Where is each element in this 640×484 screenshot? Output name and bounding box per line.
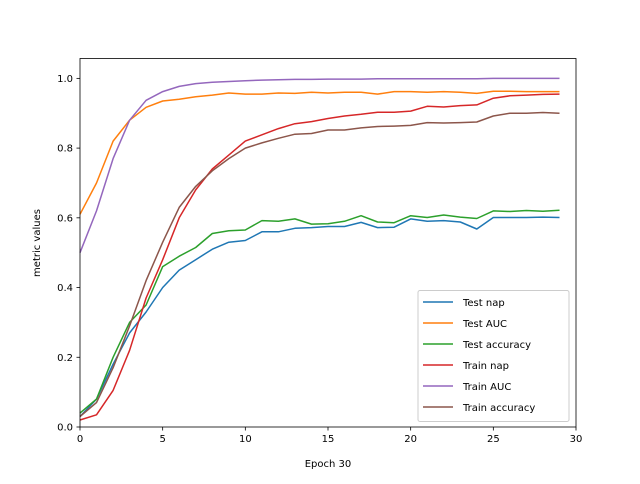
series-line-test-nap [79,216,560,418]
legend-box [417,290,570,422]
legend-label: Test nap [462,298,505,309]
series-line-test-accuracy [79,209,560,414]
x-tick-label: 25 [487,434,500,445]
x-tick-label: 0 [77,434,83,445]
y-tick-label: 0.2 [57,353,73,364]
legend-label: Test AUC [462,319,507,330]
x-tick-label: 30 [570,434,583,445]
y-tick-label: 0.8 [57,144,73,155]
x-tick-label: 20 [404,434,417,445]
legend-label: Train AUC [462,382,511,393]
y-tick-label: 0.4 [57,283,73,294]
x-axis-label: Epoch 30 [305,459,352,470]
legend-label: Train accuracy [462,403,535,414]
series-line-train-auc [79,77,560,253]
series-line-test-auc [79,90,560,215]
x-tick-label: 5 [159,434,165,445]
y-tick-label: 0.6 [57,213,73,224]
y-axis-label: metric values [32,209,43,277]
legend-label: Train nap [462,361,509,372]
y-tick-label: 1.0 [57,74,73,85]
series-line-train-nap [79,93,560,421]
y-tick-label: 0.0 [57,423,73,434]
legend-label: Test accuracy [462,340,531,351]
legend: Test nap Test AUC Test accuracy Train nap Tr… [417,290,570,422]
series-line-train-accuracy [79,111,560,418]
x-tick-label: 10 [239,434,252,445]
x-tick-label: 15 [322,434,335,445]
